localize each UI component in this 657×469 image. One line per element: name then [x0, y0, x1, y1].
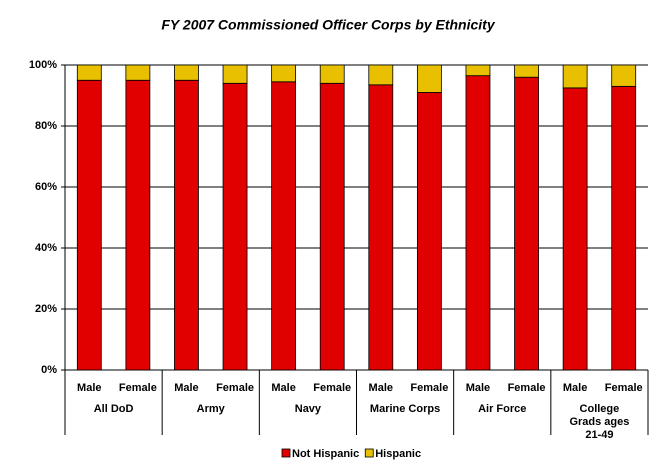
- bar-segment: [416, 92, 442, 371]
- bar-segment: [125, 79, 151, 371]
- bar-segment: [271, 64, 297, 83]
- x-tick-label: Female: [119, 382, 157, 394]
- group-label: Navy: [294, 403, 322, 415]
- x-tick-label: Male: [466, 382, 490, 394]
- y-tick-label: 20%: [35, 303, 57, 315]
- y-tick-label: 0%: [41, 364, 57, 376]
- bar-segment: [514, 76, 539, 371]
- x-tick-label: Male: [271, 382, 295, 394]
- bar-segment: [319, 64, 345, 84]
- group-label: Army: [196, 403, 225, 415]
- x-tick-label: Female: [410, 382, 448, 394]
- bar-segment: [174, 79, 199, 371]
- x-tick-label: Male: [77, 382, 101, 394]
- bar-segment: [222, 82, 248, 371]
- y-tick-label: 60%: [35, 181, 57, 193]
- bar-segment: [562, 64, 588, 89]
- group-label: Marine Corps: [369, 403, 441, 415]
- legend-label: Hispanic: [375, 448, 421, 460]
- bar-segment: [174, 64, 199, 81]
- x-tick-label: Female: [313, 382, 351, 394]
- bar-segment: [562, 87, 588, 371]
- bar-segment: [514, 64, 539, 78]
- legend-swatch: [364, 448, 374, 458]
- group-label: College Grads ages 21-49: [569, 403, 630, 441]
- y-tick-label: 40%: [35, 242, 57, 254]
- x-tick-label: Male: [369, 382, 393, 394]
- bar-segment: [222, 64, 248, 84]
- group-label: All DoD: [93, 403, 134, 415]
- bar-segment: [465, 64, 491, 77]
- bar-segment: [611, 64, 637, 87]
- x-tick-label: Female: [605, 382, 643, 394]
- x-tick-label: Female: [508, 382, 546, 394]
- bar-segment: [76, 64, 102, 81]
- y-tick-label: 80%: [35, 120, 57, 132]
- x-tick-label: Male: [563, 382, 587, 394]
- bar-segment: [416, 64, 442, 93]
- bar-segment: [368, 84, 394, 371]
- y-tick-label: 100%: [29, 59, 57, 71]
- legend-swatch: [281, 448, 291, 458]
- bar-segment: [319, 82, 345, 371]
- bar-segment: [125, 64, 151, 81]
- bar-segment: [611, 85, 637, 371]
- x-tick-label: Female: [216, 382, 254, 394]
- legend-label: Not Hispanic: [292, 448, 359, 460]
- group-label: Air Force: [478, 403, 527, 415]
- x-tick-label: Male: [174, 382, 198, 394]
- bar-segment: [76, 79, 102, 371]
- chart-title: FY 2007 Commissioned Officer Corps by Et…: [161, 17, 495, 33]
- bar-segment: [368, 64, 394, 86]
- bar-segment: [271, 81, 297, 371]
- bar-segment: [465, 75, 491, 371]
